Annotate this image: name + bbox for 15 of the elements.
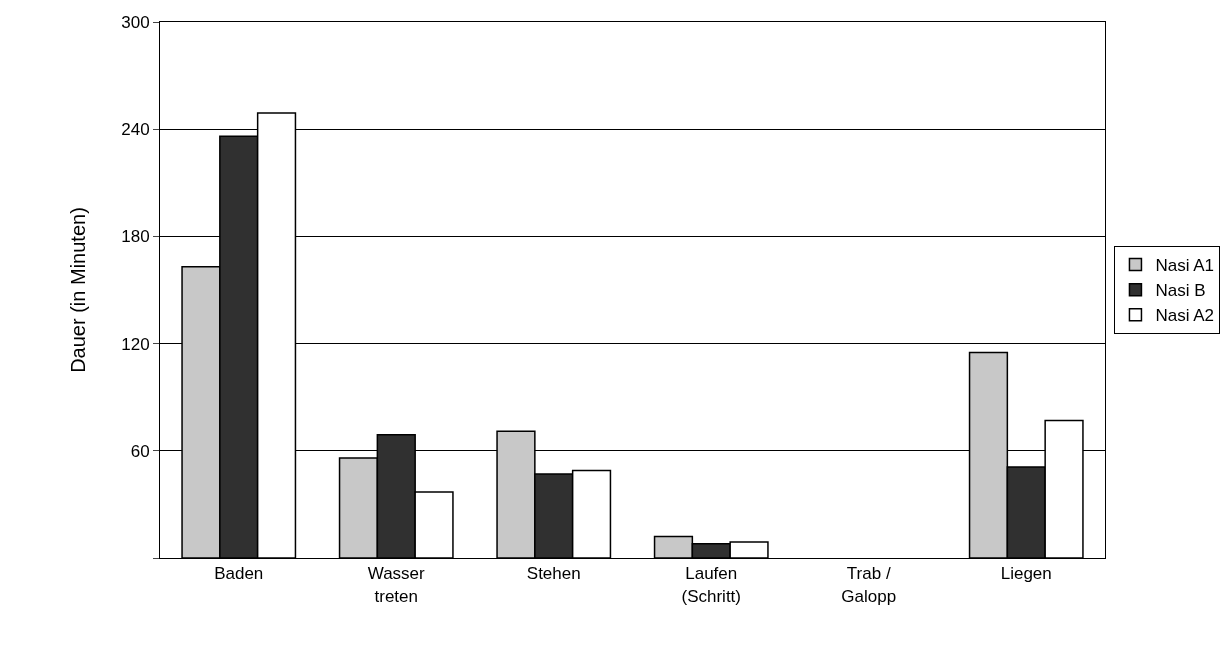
x-tick-label: Laufen (Schritt) (681, 564, 741, 606)
x-tick-label: Stehen (526, 564, 581, 584)
y-axis-title: Dauer (in Minuten) (66, 207, 89, 373)
x-tick-label: Baden (214, 564, 264, 584)
y-tick-label: 60 (130, 441, 150, 461)
legend-label: Nasi B (1155, 281, 1206, 301)
x-tick-label: Liegen (1000, 564, 1052, 584)
y-tick-label: 240 (121, 120, 150, 140)
y-tick-label: 300 (121, 12, 150, 32)
legend-label: Nasi A2 (1155, 306, 1215, 326)
y-tick-label: 120 (121, 334, 150, 354)
legend-label: Nasi A1 (1155, 256, 1215, 276)
x-tick-label: Wasser treten (367, 564, 426, 606)
x-tick-label: Trab / Galopp (841, 564, 897, 606)
y-tick-label: 180 (121, 227, 150, 247)
